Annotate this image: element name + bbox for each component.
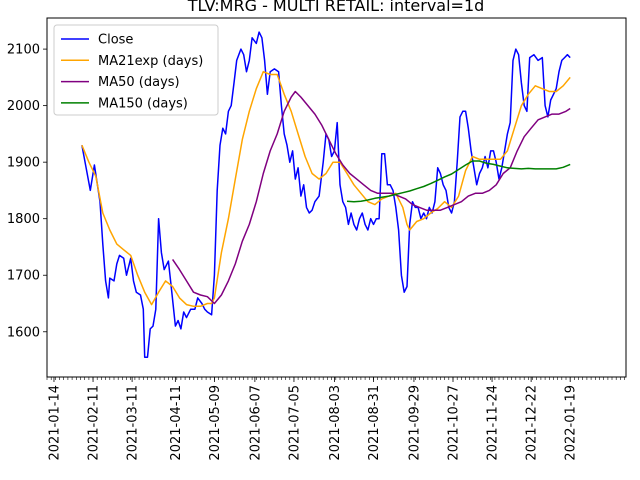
- x-tick-label: 2021-09-29: [407, 385, 422, 461]
- x-tick-label: 2022-01-19: [564, 385, 579, 461]
- y-tick-label: 1600: [7, 325, 40, 340]
- legend-label: MA150 (days): [98, 96, 188, 111]
- legend-label: MA21exp (days): [98, 54, 203, 69]
- x-tick-label: 2021-11-24: [486, 385, 501, 461]
- series-line-0: [81, 31, 571, 358]
- series-line-2: [171, 90, 571, 305]
- plot-frame: [46, 17, 627, 378]
- y-tick-label: 1800: [7, 212, 40, 227]
- x-tick-label: 2021-10-27: [446, 385, 461, 461]
- legend-label: MA50 (days): [98, 75, 180, 90]
- y-tick-label: 2000: [7, 99, 40, 114]
- x-tick-label: 2021-05-09: [208, 385, 223, 461]
- x-minor-ticks: [46, 377, 625, 380]
- chart-title: TLV:MRG - MULTI RETAIL: interval=1d: [187, 0, 485, 15]
- series-layer: [81, 31, 571, 358]
- y-tick-label: 1700: [7, 269, 40, 284]
- x-tick-label: 2021-02-11: [87, 385, 102, 461]
- x-tick-label: 2021-12-22: [525, 385, 540, 461]
- legend-label: Close: [98, 33, 133, 48]
- x-tick-label: 2021-08-31: [367, 385, 382, 461]
- x-tick-label: 2021-01-14: [47, 385, 62, 461]
- series-line-1: [81, 70, 571, 308]
- x-tick-label: 2021-06-07: [248, 385, 263, 461]
- y-tick-label: 2100: [7, 43, 40, 58]
- y-axis: 1600 1700 1800 1900 2000 2100: [7, 43, 47, 340]
- series-line-3: [346, 160, 571, 203]
- x-tick-label: 2021-03-11: [126, 385, 141, 461]
- x-tick-label: 2021-08-03: [328, 385, 343, 461]
- legend: Close MA21exp (days) MA50 (days) MA150 (day…: [53, 24, 219, 116]
- x-tick-label: 2021-04-11: [169, 385, 184, 461]
- x-axis: 2021-01-14 2021-02-11 2021-03-11 2021-04-11…: [46, 377, 625, 461]
- legend-box: [53, 24, 219, 116]
- y-tick-label: 1900: [7, 156, 40, 171]
- x-tick-label: 2021-07-05: [287, 385, 302, 461]
